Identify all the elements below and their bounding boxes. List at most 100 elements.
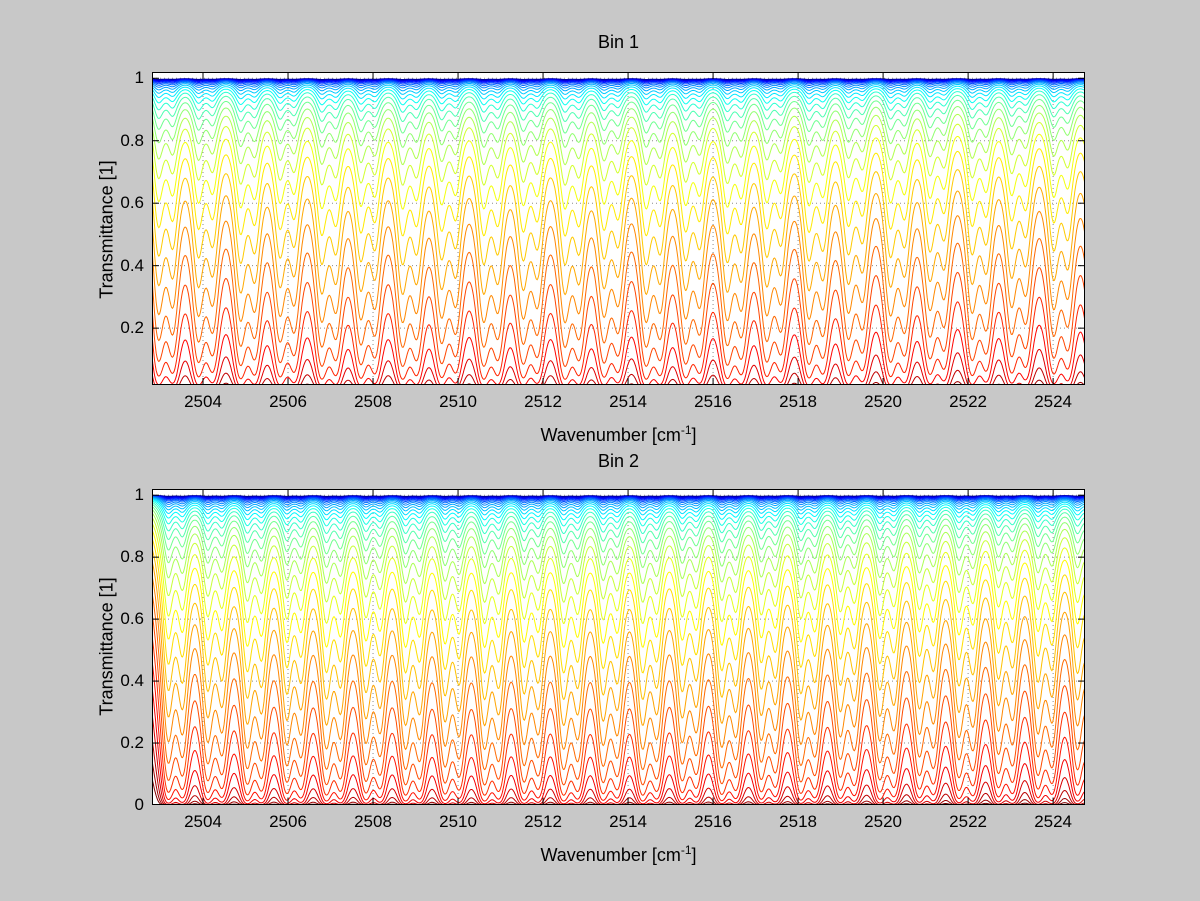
spectrum-curve xyxy=(152,148,1085,237)
spectrum-curve xyxy=(152,121,1085,187)
spectrum-curve xyxy=(152,87,1085,106)
spectrum-curve xyxy=(152,237,1085,349)
y-tick-label: 0.8 xyxy=(120,547,144,567)
x-tick-label: 2512 xyxy=(524,392,562,411)
axes-box xyxy=(152,72,1085,385)
spectrum-curve xyxy=(152,496,1085,504)
spectrum-curve xyxy=(152,210,1085,324)
x-tick-label: 2510 xyxy=(439,392,477,411)
spectrum-curve xyxy=(152,85,1085,100)
spectra-curves xyxy=(152,494,1085,805)
x-tick-label: 2508 xyxy=(354,392,392,411)
y-tick-label: 1 xyxy=(134,68,144,88)
panel-title-bin-1: Bin 1 xyxy=(597,32,640,52)
x-tick-label: 2514 xyxy=(609,392,647,411)
tick-marks xyxy=(152,489,1085,805)
y-tick-label: 0.6 xyxy=(120,609,144,629)
x-tick-label: 2516 xyxy=(694,812,732,831)
x-tick-label: 2524 xyxy=(1034,812,1073,831)
spectrum-curve xyxy=(152,500,1085,527)
spectrum-curve xyxy=(152,496,1085,509)
spectrum-curve xyxy=(152,104,1085,149)
x-tick-label: 2514 xyxy=(609,812,647,831)
spectrum-curve xyxy=(152,186,1085,296)
x-tick-label: 2508 xyxy=(354,812,392,831)
y-tick-label: 0.6 xyxy=(120,193,144,213)
x-axis-label-text: Wavenumber [cm xyxy=(540,425,681,445)
plot-area-bin-1 xyxy=(152,72,1085,385)
x-tick-label: 2510 xyxy=(439,812,477,831)
spectrum-curve xyxy=(152,496,1085,506)
spectrum-curve xyxy=(152,508,1085,569)
plot-area-bin-2 xyxy=(152,489,1085,805)
x-axis-label: Wavenumber [cm-1] xyxy=(152,843,1085,866)
spectrum-curve xyxy=(152,324,1085,385)
spectrum-curve xyxy=(152,592,1085,771)
spectra-curves xyxy=(152,78,1085,385)
panel-title-bin-2: Bin 2 xyxy=(597,451,640,471)
x-tick-label: 2524 xyxy=(1034,392,1073,411)
spectrum-curve xyxy=(152,501,1085,535)
spectrum-curve xyxy=(152,81,1085,89)
spectrum-curve xyxy=(152,499,1085,521)
spectra-plot-bin-1 xyxy=(152,72,1085,385)
y-tick-label: 0 xyxy=(134,795,144,814)
spectrum-curve xyxy=(152,612,1085,786)
y-tick-label: 1 xyxy=(134,485,144,505)
y-tick-label: 0.8 xyxy=(120,130,144,150)
spectrum-curve xyxy=(152,516,1085,604)
y-tick-label: 0.2 xyxy=(120,733,144,753)
x-tick-label: 2522 xyxy=(949,392,987,411)
x-tick-label: 2518 xyxy=(779,812,817,831)
y-tick-label: 0.4 xyxy=(120,255,144,275)
y-tick-label: 0.4 xyxy=(120,671,144,691)
spectrum-curve xyxy=(152,495,1085,500)
axes-box xyxy=(152,489,1085,805)
spectrum-curve xyxy=(152,133,1085,210)
spectrum-curve xyxy=(152,165,1085,266)
spectrum-curve xyxy=(152,90,1085,113)
y-tick-label: 0.2 xyxy=(120,318,144,338)
spectrum-curve xyxy=(152,522,1085,625)
x-tick-label: 2504 xyxy=(184,392,222,411)
x-axis-label: Wavenumber [cm-1] xyxy=(152,423,1085,446)
spectrum-curve xyxy=(152,495,1085,503)
spectrum-curve xyxy=(152,560,1085,727)
spectrum-curve xyxy=(152,505,1085,555)
spectrum-curve xyxy=(152,80,1085,87)
spectrum-curve xyxy=(152,94,1085,123)
x-tick-label: 2522 xyxy=(949,812,987,831)
x-axis-label-exponent: -1 xyxy=(680,843,692,857)
spectrum-curve xyxy=(152,529,1085,649)
grid-lines xyxy=(152,72,1085,385)
spectrum-curve xyxy=(152,512,1085,585)
spectrum-curve xyxy=(152,685,1085,805)
x-axis-label-suffix: ] xyxy=(691,845,697,865)
spectrum-curve xyxy=(152,503,1085,544)
spectrum-curve xyxy=(152,574,1085,751)
x-tick-label: 2506 xyxy=(269,812,307,831)
spectrum-curve xyxy=(152,495,1085,501)
spectrum-curve xyxy=(152,537,1085,674)
x-axis-label-text: Wavenumber [cm xyxy=(540,845,681,865)
x-tick-label: 2520 xyxy=(864,392,902,411)
spectrum-curve xyxy=(152,348,1085,385)
spectrum-curve xyxy=(152,659,1085,802)
spectrum-curve xyxy=(152,266,1085,368)
spectrum-curve xyxy=(152,367,1085,385)
x-tick-label: 2506 xyxy=(269,392,307,411)
spectrum-curve xyxy=(152,83,1085,95)
spectrum-curve xyxy=(152,82,1085,92)
spectrum-curve xyxy=(152,98,1085,134)
spectrum-curve xyxy=(152,112,1085,166)
spectrum-curve xyxy=(152,498,1085,516)
x-tick-label: 2516 xyxy=(694,392,732,411)
spectrum-curve xyxy=(152,634,1085,796)
x-tick-label: 2520 xyxy=(864,812,902,831)
spectrum-curve xyxy=(152,79,1085,85)
spectrum-curve xyxy=(152,547,1085,701)
spectrum-curve xyxy=(152,79,1085,84)
